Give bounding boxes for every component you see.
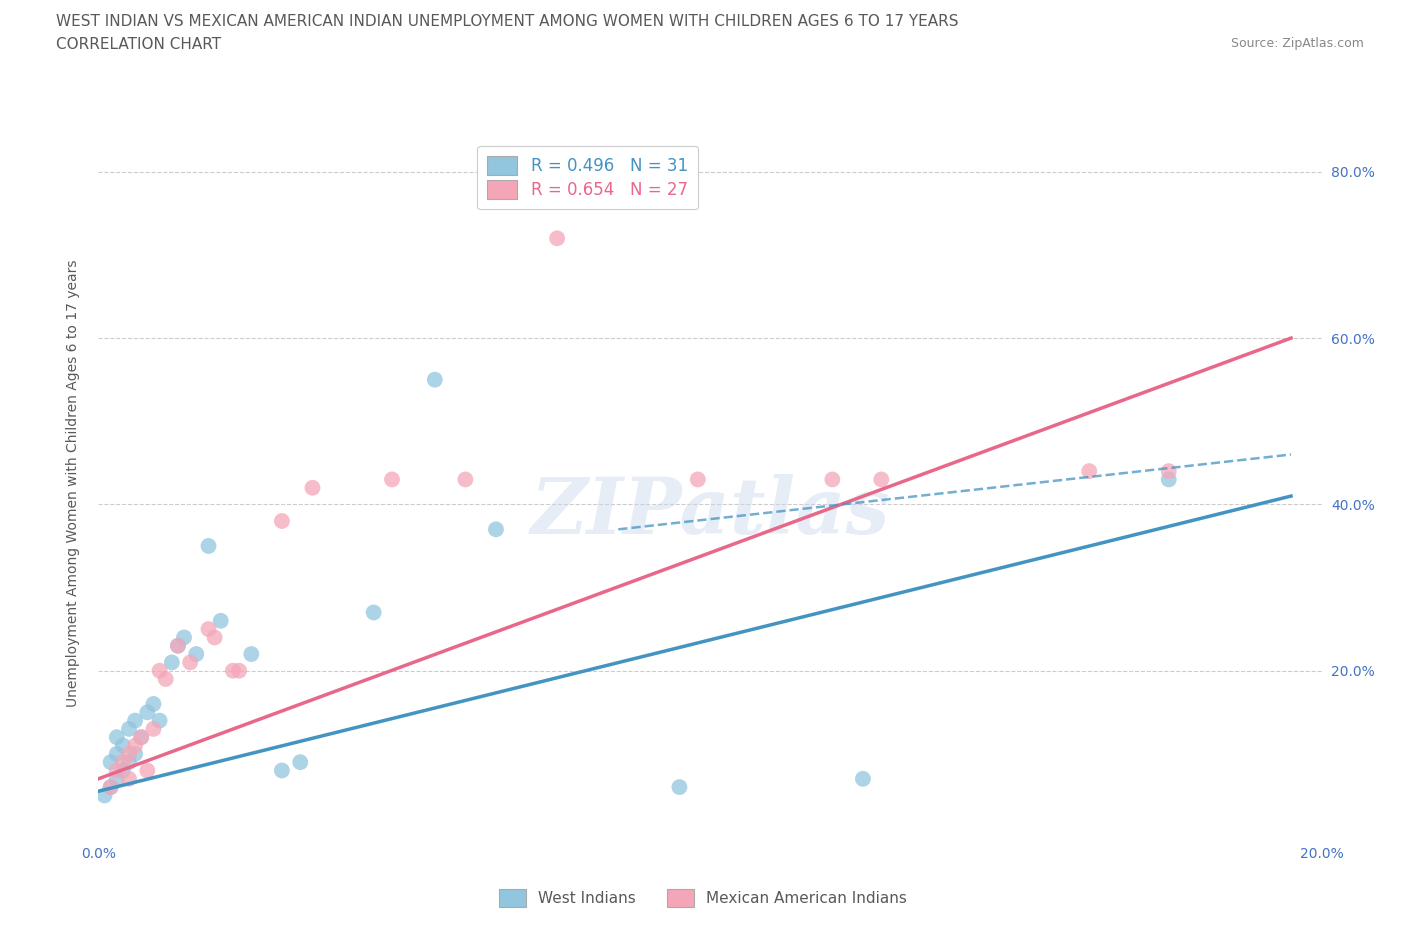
Point (1157, 464, 1180, 479)
Point (100, 779, 122, 794)
Point (668, 779, 690, 794)
Text: CORRELATION CHART: CORRELATION CHART (56, 37, 221, 52)
Point (111, 763, 134, 777)
Point (167, 638, 190, 653)
Point (209, 614, 232, 629)
Point (124, 738, 146, 753)
Point (118, 747, 141, 762)
Point (179, 655, 201, 670)
Y-axis label: Unemployment Among Women with Children Ages 6 to 17 years: Unemployment Among Women with Children A… (66, 259, 80, 708)
Point (821, 472, 844, 487)
Point (485, 522, 508, 537)
Legend: West Indians, Mexican American Indians: West Indians, Mexican American Indians (492, 884, 914, 913)
Text: ZIPatlas: ZIPatlas (530, 473, 890, 551)
Point (173, 630, 195, 644)
Point (118, 771, 141, 786)
Point (686, 472, 709, 487)
Point (222, 663, 245, 678)
Point (363, 605, 385, 620)
Legend: R = 0.496   N = 31, R = 0.654   N = 27: R = 0.496 N = 31, R = 0.654 N = 27 (478, 146, 697, 209)
Point (852, 771, 875, 786)
Point (301, 480, 323, 495)
Point (136, 705, 159, 720)
Point (197, 538, 219, 553)
Point (100, 755, 122, 770)
Point (136, 763, 159, 777)
Point (149, 663, 172, 678)
Point (423, 372, 446, 387)
Point (129, 730, 152, 745)
Point (142, 697, 165, 711)
Point (118, 722, 141, 737)
Point (204, 630, 226, 644)
Text: Source: ZipAtlas.com: Source: ZipAtlas.com (1230, 37, 1364, 50)
Point (240, 646, 263, 661)
Point (111, 755, 134, 770)
Point (160, 655, 183, 670)
Point (1157, 472, 1180, 487)
Point (100, 779, 122, 794)
Point (105, 747, 128, 762)
Point (149, 713, 172, 728)
Point (118, 755, 141, 770)
Point (105, 763, 128, 777)
Point (111, 738, 134, 753)
Point (546, 231, 568, 246)
Point (381, 472, 404, 487)
Point (870, 472, 893, 487)
Point (454, 472, 477, 487)
Text: WEST INDIAN VS MEXICAN AMERICAN INDIAN UNEMPLOYMENT AMONG WOMEN WITH CHILDREN AG: WEST INDIAN VS MEXICAN AMERICAN INDIAN U… (56, 14, 959, 29)
Point (1078, 464, 1101, 479)
Point (167, 638, 190, 653)
Point (155, 671, 177, 686)
Point (105, 730, 128, 745)
Point (124, 747, 146, 762)
Point (186, 646, 208, 661)
Point (197, 621, 219, 636)
Point (105, 771, 128, 786)
Point (270, 513, 292, 528)
Point (290, 755, 312, 770)
Point (129, 730, 152, 745)
Point (124, 713, 146, 728)
Point (270, 763, 292, 777)
Point (93, 788, 115, 803)
Point (228, 663, 250, 678)
Point (142, 722, 165, 737)
